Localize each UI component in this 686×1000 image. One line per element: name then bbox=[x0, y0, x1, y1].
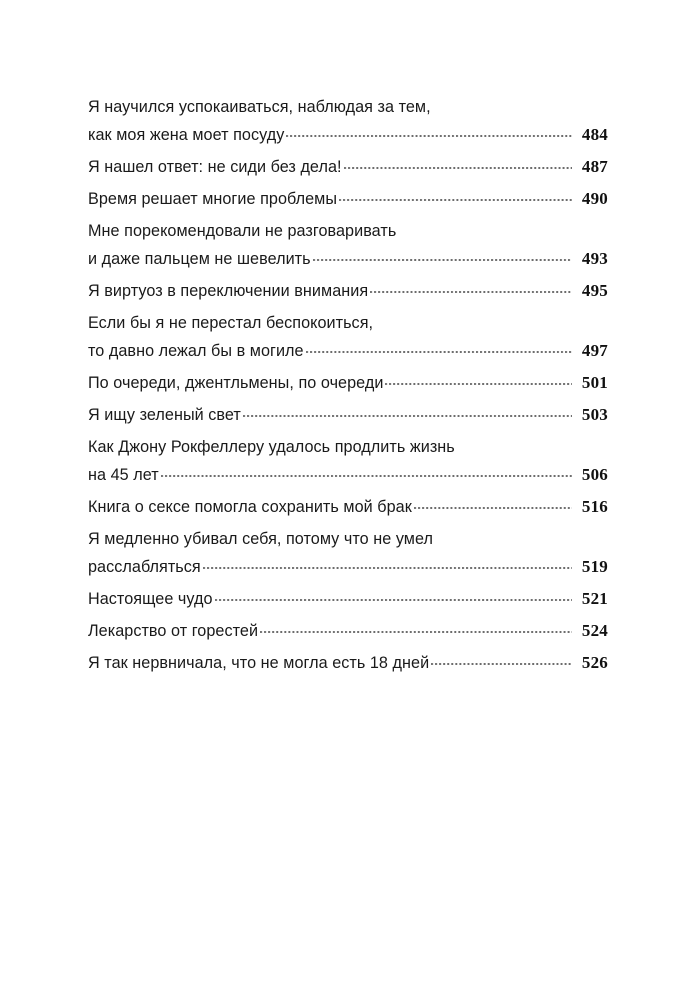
dot-leader bbox=[305, 340, 572, 356]
dot-leader bbox=[343, 156, 572, 172]
toc-entry-page-number: 519 bbox=[581, 557, 608, 576]
toc-entry[interactable]: Я так нервничала, что не могла есть 18 д… bbox=[88, 649, 608, 677]
toc-entry[interactable]: Я ищу зеленый свет 503 bbox=[88, 401, 608, 429]
dot-leader bbox=[339, 188, 572, 204]
toc-entry-page-number: 526 bbox=[581, 653, 608, 672]
toc-entry-leader-row: расслабляться 519 bbox=[88, 553, 608, 581]
toc-entry-title-line: Я так нервничала, что не могла есть 18 д… bbox=[88, 654, 430, 672]
dot-leader bbox=[312, 248, 572, 264]
toc-entry[interactable]: Я медленно убивал себя, потому что не ум… bbox=[88, 525, 608, 581]
dot-leader bbox=[413, 496, 572, 512]
toc-entry-page-number: 493 bbox=[581, 249, 608, 268]
toc-entry-title-line: на 45 лет bbox=[88, 466, 159, 484]
toc-entry-leader-row: Книга о сексе помогла сохранить мой брак… bbox=[88, 493, 608, 521]
toc-entry-title-line: По очереди, джентльмены, по очереди bbox=[88, 374, 384, 392]
toc-entry-title-line: Мне порекомендовали не разговаривать bbox=[88, 222, 397, 240]
toc-entry-leader-row: Я виртуоз в переключении внимания 495 bbox=[88, 277, 608, 305]
toc-entry[interactable]: Лекарство от горестей 524 bbox=[88, 617, 608, 645]
toc-entry[interactable]: Если бы я не перестал беспокоиться, то да… bbox=[88, 309, 608, 365]
toc-entry-page-number: 490 bbox=[581, 189, 608, 208]
toc-entry-leader-row: и даже пальцем не шевелить 493 bbox=[88, 245, 608, 273]
toc-entry-leader-row: Я так нервничала, что не могла есть 18 д… bbox=[88, 649, 608, 677]
toc-entry-page-number: 516 bbox=[581, 497, 608, 516]
toc-entry[interactable]: Время решает многие проблемы 490 bbox=[88, 185, 608, 213]
toc-entry[interactable]: По очереди, джентльмены, по очереди 501 bbox=[88, 369, 608, 397]
toc-entry-page-number: 521 bbox=[581, 589, 608, 608]
toc-entry-leader-row: Я нашел ответ: не сиди без дела! 487 bbox=[88, 153, 608, 181]
dot-leader bbox=[286, 124, 572, 140]
toc-entry-leader-row: По очереди, джентльмены, по очереди 501 bbox=[88, 369, 608, 397]
toc-entry[interactable]: Как Джону Рокфеллеру удалось продлить жи… bbox=[88, 433, 608, 489]
toc-entry-title-line: Я нашел ответ: не сиди без дела! bbox=[88, 158, 342, 176]
toc-entry-leader-row: на 45 лет 506 bbox=[88, 461, 608, 489]
toc-entry-title-line: Я медленно убивал себя, потому что не ум… bbox=[88, 530, 433, 548]
dot-leader bbox=[214, 588, 572, 604]
toc-entry-title-line: Книга о сексе помогла сохранить мой брак bbox=[88, 498, 412, 516]
toc-entry[interactable]: Я научился успокаиваться, наблюдая за те… bbox=[88, 93, 608, 149]
toc-entry[interactable]: Я нашел ответ: не сиди без дела! 487 bbox=[88, 153, 608, 181]
toc-entry-title-line: Я виртуоз в переключении внимания bbox=[88, 282, 369, 300]
toc-entry-title-line: Я ищу зеленый свет bbox=[88, 406, 241, 424]
toc-entry-page-number: 497 bbox=[581, 341, 608, 360]
toc-entry-title-line: и даже пальцем не шевелить bbox=[88, 250, 311, 268]
toc-entry-title-line: Настоящее чудо bbox=[88, 590, 213, 608]
toc-entry-leader-row: Настоящее чудо 521 bbox=[88, 585, 608, 613]
toc-entry-title-line: Время решает многие проблемы bbox=[88, 190, 338, 208]
toc-entry-page-number: 506 bbox=[581, 465, 608, 484]
table-of-contents: Я научился успокаиваться, наблюдая за те… bbox=[88, 93, 608, 677]
toc-entry-page-number: 495 bbox=[581, 281, 608, 300]
toc-entry[interactable]: Настоящее чудо 521 bbox=[88, 585, 608, 613]
toc-entry-page-number: 501 bbox=[581, 373, 608, 392]
toc-entry-title-line: то давно лежал бы в могиле bbox=[88, 342, 304, 360]
toc-entry-leader-row: как моя жена моет посуду 484 bbox=[88, 121, 608, 149]
toc-entry-title-line: Как Джону Рокфеллеру удалось продлить жи… bbox=[88, 438, 455, 456]
toc-entry-title-line: Лекарство от горестей bbox=[88, 622, 259, 640]
toc-entry-title-line: как моя жена моет посуду bbox=[88, 126, 285, 144]
toc-entry-page-number: 524 bbox=[581, 621, 608, 640]
toc-entry[interactable]: Я виртуоз в переключении внимания 495 bbox=[88, 277, 608, 305]
toc-entry-leader-row: Я ищу зеленый свет 503 bbox=[88, 401, 608, 429]
toc-entry-page-number: 484 bbox=[581, 125, 608, 144]
dot-leader bbox=[202, 556, 572, 572]
toc-entry-title-line: расслабляться bbox=[88, 558, 201, 576]
dot-leader bbox=[242, 404, 572, 420]
dot-leader bbox=[260, 620, 572, 636]
toc-entry-leader-row: то давно лежал бы в могиле 497 bbox=[88, 337, 608, 365]
toc-entry[interactable]: Мне порекомендовали не разговаривать и да… bbox=[88, 217, 608, 273]
toc-entry-page-number: 487 bbox=[581, 157, 608, 176]
dot-leader bbox=[160, 464, 572, 480]
toc-entry-leader-row: Лекарство от горестей 524 bbox=[88, 617, 608, 645]
toc-entry-page-number: 503 bbox=[581, 405, 608, 424]
dot-leader bbox=[370, 280, 572, 296]
dot-leader bbox=[431, 652, 572, 668]
toc-entry-title-line: Я научился успокаиваться, наблюдая за те… bbox=[88, 98, 431, 116]
toc-entry-leader-row: Время решает многие проблемы 490 bbox=[88, 185, 608, 213]
toc-entry-title-line: Если бы я не перестал беспокоиться, bbox=[88, 314, 374, 332]
toc-entry[interactable]: Книга о сексе помогла сохранить мой брак… bbox=[88, 493, 608, 521]
dot-leader bbox=[385, 372, 572, 388]
